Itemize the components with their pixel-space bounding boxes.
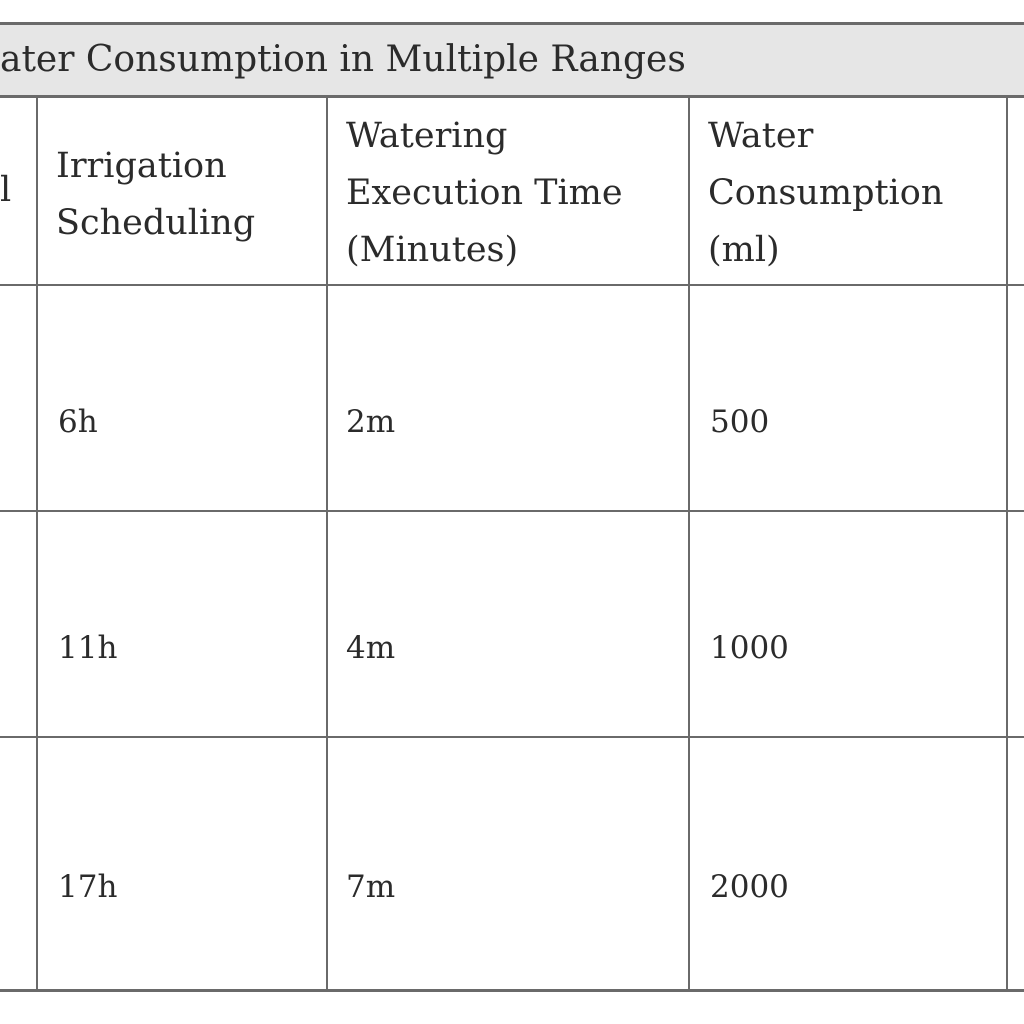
table-title: ater Consumption in Multiple Ranges: [0, 39, 686, 80]
partial-header-cell: l: [0, 170, 12, 210]
column-divider: [1006, 98, 1008, 992]
row-divider: [0, 510, 1024, 512]
header-line: (ml): [708, 230, 780, 270]
column-divider: [326, 98, 328, 992]
header-line: Execution Time: [346, 173, 623, 213]
table-grid: l Irrigation Scheduling Watering Executi…: [0, 98, 1024, 992]
cell-water-consumption: 2000: [710, 869, 789, 905]
cell-irrigation-scheduling: 6h: [58, 404, 98, 440]
cell-execution-time: 4m: [346, 630, 396, 666]
header-line: Consumption: [708, 173, 944, 213]
header-irrigation-scheduling: Irrigation Scheduling: [56, 138, 255, 252]
header-line: Watering: [346, 116, 508, 156]
header-line: Scheduling: [56, 203, 256, 243]
column-divider: [36, 98, 38, 992]
cell-execution-time: 2m: [346, 404, 396, 440]
header-line: Water: [708, 116, 814, 156]
header-line: Irrigation: [56, 146, 227, 186]
cell-water-consumption: 500: [710, 404, 770, 440]
header-line: (Minutes): [346, 230, 519, 270]
cell-water-consumption: 1000: [710, 630, 789, 666]
data-table: ater Consumption in Multiple Ranges l Ir…: [0, 22, 1024, 992]
header-watering-execution-time: Watering Execution Time (Minutes): [346, 108, 623, 279]
row-divider: [0, 736, 1024, 738]
header-water-consumption: Water Consumption (ml): [708, 108, 943, 279]
cell-execution-time: 7m: [346, 869, 396, 905]
column-divider: [688, 98, 690, 992]
cell-irrigation-scheduling: 11h: [58, 630, 118, 666]
table-title-bar: ater Consumption in Multiple Ranges: [0, 22, 1024, 98]
header-row-divider: [0, 284, 1024, 286]
cell-irrigation-scheduling: 17h: [58, 869, 118, 905]
table-bottom-rule: [0, 989, 1024, 992]
